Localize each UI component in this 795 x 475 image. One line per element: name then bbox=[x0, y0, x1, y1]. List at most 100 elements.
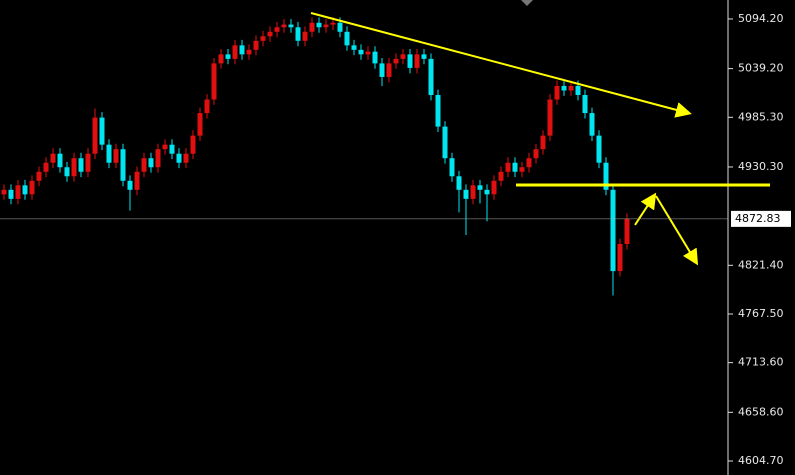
candle-body bbox=[295, 27, 301, 41]
candle-body bbox=[533, 149, 539, 159]
candle-body bbox=[323, 24, 329, 28]
candle-body bbox=[8, 189, 14, 199]
candle-body bbox=[512, 162, 518, 172]
candle-body bbox=[400, 54, 406, 59]
candle-body bbox=[15, 185, 21, 199]
candle-body bbox=[582, 95, 588, 114]
candle-body bbox=[519, 167, 525, 172]
candle-body bbox=[155, 149, 161, 168]
candle-body bbox=[288, 24, 294, 28]
y-tick-label: 4821.40 bbox=[738, 258, 784, 271]
candle-body bbox=[183, 153, 189, 163]
y-tick-label: 4930.30 bbox=[738, 160, 784, 173]
y-tick-label: 4985.30 bbox=[738, 110, 784, 123]
candle-body bbox=[596, 135, 602, 163]
candle-body bbox=[197, 113, 203, 136]
candle-body bbox=[330, 22, 336, 25]
candle-body bbox=[106, 144, 112, 163]
candle-body bbox=[449, 158, 455, 177]
candle-body bbox=[134, 171, 140, 190]
candle-body bbox=[470, 185, 476, 199]
candle-body bbox=[99, 117, 105, 145]
candle-body bbox=[78, 158, 84, 172]
candle-body bbox=[267, 31, 273, 37]
candle-body bbox=[169, 144, 175, 154]
candle-body bbox=[239, 45, 245, 55]
candle-body bbox=[127, 180, 133, 190]
candle-body bbox=[414, 54, 420, 68]
candle-body bbox=[260, 36, 266, 41]
candle-body bbox=[561, 85, 567, 91]
candle-body bbox=[162, 144, 168, 150]
candle-body bbox=[358, 49, 364, 55]
candle-body bbox=[57, 153, 63, 168]
y-tick-label: 4658.60 bbox=[738, 405, 784, 418]
last-price-box bbox=[731, 210, 791, 227]
arrow-down bbox=[655, 195, 699, 266]
arrow-up bbox=[634, 192, 657, 226]
candle-body bbox=[190, 135, 196, 154]
candle-body bbox=[505, 162, 511, 172]
candle-body bbox=[421, 54, 427, 59]
candle-body bbox=[575, 85, 581, 95]
candle-body bbox=[463, 189, 469, 199]
candle-body bbox=[71, 158, 77, 177]
candle-body bbox=[176, 153, 182, 163]
candle-body bbox=[141, 158, 147, 172]
candle-body bbox=[225, 54, 231, 59]
candle-body bbox=[281, 24, 287, 28]
candle-body bbox=[603, 162, 609, 190]
candle-body bbox=[540, 135, 546, 150]
candle-body bbox=[246, 49, 252, 55]
candle-body bbox=[316, 22, 322, 28]
candle-body bbox=[148, 158, 154, 168]
candle-body bbox=[64, 167, 70, 177]
candle-body bbox=[50, 153, 56, 163]
candle-body bbox=[379, 63, 385, 77]
candle-body bbox=[337, 22, 343, 32]
candle-body bbox=[43, 162, 49, 172]
candle-body bbox=[85, 153, 91, 172]
candle-body bbox=[428, 58, 434, 95]
candle-body bbox=[372, 51, 378, 64]
candle-body bbox=[351, 45, 357, 50]
trend-line bbox=[310, 12, 692, 118]
scroll-marker bbox=[521, 0, 533, 6]
y-tick-label: 5094.20 bbox=[738, 12, 784, 25]
candle-body bbox=[568, 85, 574, 91]
candle-body bbox=[204, 99, 210, 114]
candle-body bbox=[407, 54, 413, 68]
candle-body bbox=[92, 117, 98, 154]
candle-body bbox=[526, 158, 532, 168]
last-price-label: 4872.83 bbox=[735, 212, 781, 225]
y-tick-label: 4604.70 bbox=[738, 454, 784, 467]
candle-body bbox=[36, 171, 42, 181]
y-tick-label: 4767.50 bbox=[738, 307, 784, 320]
candle-body bbox=[435, 95, 441, 127]
candle-body bbox=[232, 45, 238, 59]
candle-body bbox=[1, 189, 7, 195]
candle-body bbox=[274, 27, 280, 32]
candle-body bbox=[29, 180, 35, 195]
candles bbox=[1, 17, 630, 296]
candle-body bbox=[302, 31, 308, 41]
candle-body bbox=[617, 244, 623, 272]
y-tick-label: 4713.60 bbox=[738, 356, 784, 369]
candle-body bbox=[393, 58, 399, 64]
candle-body bbox=[456, 176, 462, 190]
candle-body bbox=[442, 126, 448, 159]
candle-body bbox=[491, 180, 497, 195]
candle-body bbox=[484, 189, 490, 195]
candle-body bbox=[211, 63, 217, 100]
candle-body bbox=[22, 185, 28, 195]
candle-body bbox=[120, 149, 126, 181]
candle-body bbox=[113, 149, 119, 163]
candle-body bbox=[547, 99, 553, 136]
candle-body bbox=[365, 51, 371, 55]
candle-body bbox=[610, 189, 616, 272]
annotations bbox=[310, 12, 770, 266]
candle-body bbox=[309, 22, 315, 32]
candle-body bbox=[624, 218, 630, 245]
candle-body bbox=[344, 31, 350, 46]
